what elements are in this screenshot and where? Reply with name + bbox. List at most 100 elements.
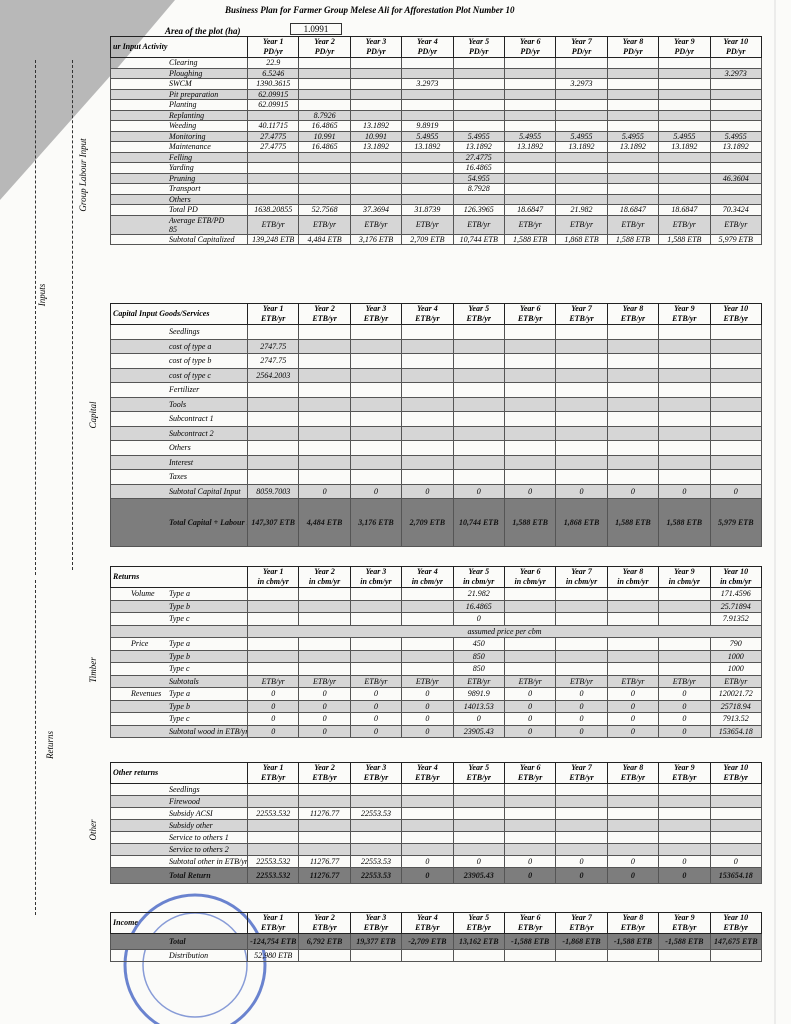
- label-text: Average ETB/PD: [169, 215, 225, 225]
- cell: [606, 324, 660, 340]
- label-text: Subcontract 1: [169, 414, 214, 424]
- table-row: Pruning 54.955 46.3604: [110, 172, 763, 184]
- cell: [349, 843, 403, 856]
- group-label: Volume: [131, 589, 155, 599]
- table-row: Subtotal Capitalized 139,248 ETB 4,484 ETB…: [110, 233, 763, 245]
- cell: 31.8739: [401, 204, 454, 216]
- label-text: Interest: [169, 457, 194, 467]
- year: Year 3: [365, 913, 387, 923]
- cell: [555, 338, 608, 354]
- table: Returns Year 1 in cbm/yr Year 2 in cbm/yr Yea…: [110, 566, 763, 738]
- label-text: Total Capital + Labour Input: [169, 518, 247, 527]
- cell: 147,307 ETB: [246, 498, 300, 547]
- table-row: Type b 850 1000: [110, 649, 763, 663]
- cell: [298, 382, 351, 398]
- cell: [401, 795, 454, 808]
- label-text: Others: [169, 443, 191, 453]
- cell: 171.4596: [709, 587, 763, 601]
- table-row: Interest: [110, 454, 763, 470]
- cell: 0: [606, 483, 660, 499]
- cell: 0: [503, 724, 557, 738]
- cell: [503, 88, 557, 100]
- cell: [298, 367, 351, 383]
- row-label: Type b: [110, 699, 248, 713]
- cell: [709, 795, 763, 808]
- unit: ETB/yr: [723, 923, 748, 932]
- cell: [555, 88, 608, 100]
- cell: [555, 454, 608, 470]
- cell: 3.2973: [401, 78, 454, 90]
- cell: [709, 57, 763, 69]
- cell: ETB/yr: [349, 214, 403, 235]
- cell: [555, 949, 608, 962]
- label-text: Weeding: [169, 121, 197, 131]
- year-header: Year 2 PD/yr: [298, 36, 351, 58]
- row-label: Type c: [110, 612, 248, 626]
- cell: 850: [452, 662, 505, 676]
- cell: [658, 396, 711, 412]
- cell: 5.4955: [452, 130, 505, 142]
- year: Year 9: [673, 913, 695, 923]
- label-text: Service to others 2: [169, 845, 229, 854]
- cell: [401, 99, 454, 111]
- unit: ETB/yr: [312, 923, 337, 932]
- cell: [606, 57, 660, 69]
- cell: 2747.75: [246, 353, 300, 369]
- table-row: Planting 62.09915: [110, 99, 763, 111]
- label-value: 85: [169, 224, 177, 234]
- label-text: Subcontract 2: [169, 428, 214, 438]
- cell: [606, 396, 660, 412]
- cell: 0: [503, 855, 557, 868]
- cell: [349, 662, 403, 676]
- year-header: Year 9 ETB/yr: [658, 762, 711, 784]
- cell: 0: [555, 855, 608, 868]
- year: Year 1: [262, 763, 284, 773]
- cell: [555, 795, 608, 808]
- cell: [658, 382, 711, 398]
- cell: [503, 599, 557, 613]
- label-text: Pruning: [169, 173, 196, 183]
- table-row: Monitoring 27.4775 10.991 10.991 5.4955 5.495…: [110, 130, 763, 142]
- table-row: Subsidy ACSI 22553.532 11276.77 22553.53: [110, 807, 763, 820]
- label-text: Clearing: [169, 58, 198, 68]
- cell: [658, 151, 711, 163]
- row-label: Distribution: [110, 949, 248, 962]
- cell: 0: [658, 687, 711, 701]
- cell: [298, 338, 351, 354]
- cell: [349, 367, 403, 383]
- cell: [298, 88, 351, 100]
- cell: [709, 324, 763, 340]
- year-header: Year 10 ETB/yr: [709, 762, 763, 784]
- cell: 13.1892: [349, 120, 403, 132]
- cell: [452, 57, 505, 69]
- cell: 1,588 ETB: [503, 233, 557, 245]
- unit: in cbm/yr: [411, 577, 444, 586]
- cell: [606, 807, 660, 820]
- year-header: Year 10 PD/yr: [709, 36, 763, 58]
- cell: [503, 637, 557, 651]
- cell: 2747.75: [246, 338, 300, 354]
- cell: 6.5246: [246, 67, 300, 79]
- year: Year 6: [519, 763, 541, 773]
- cell: [452, 324, 505, 340]
- cell: [503, 338, 557, 354]
- table-row: Taxes: [110, 469, 763, 485]
- year-header: Year 9 in cbm/yr: [658, 566, 711, 588]
- table-row: Price Type a 450 790: [110, 637, 763, 651]
- cell: [658, 612, 711, 626]
- cell: 0: [246, 699, 300, 713]
- row-label: Subtotal Capitalized: [110, 233, 248, 245]
- cell: [503, 193, 557, 205]
- table-row: SWCM 1390.3615 3.2973 3.2973: [110, 78, 763, 90]
- cell: 37.3694: [349, 204, 403, 216]
- label-text: Subtotal other in ETB/yr: [169, 857, 248, 866]
- year-header: Year 9 ETB/yr: [658, 912, 711, 934]
- cell: [298, 162, 351, 174]
- row-label: Total PD: [110, 204, 248, 216]
- label-text: Subsidy ACSI: [169, 809, 213, 818]
- cell: [401, 396, 454, 412]
- cell: [503, 183, 557, 195]
- year-header: Year 7 ETB/yr: [555, 912, 608, 934]
- table-row: Transport 8.7928: [110, 183, 763, 195]
- unit: ETB/yr: [363, 314, 389, 323]
